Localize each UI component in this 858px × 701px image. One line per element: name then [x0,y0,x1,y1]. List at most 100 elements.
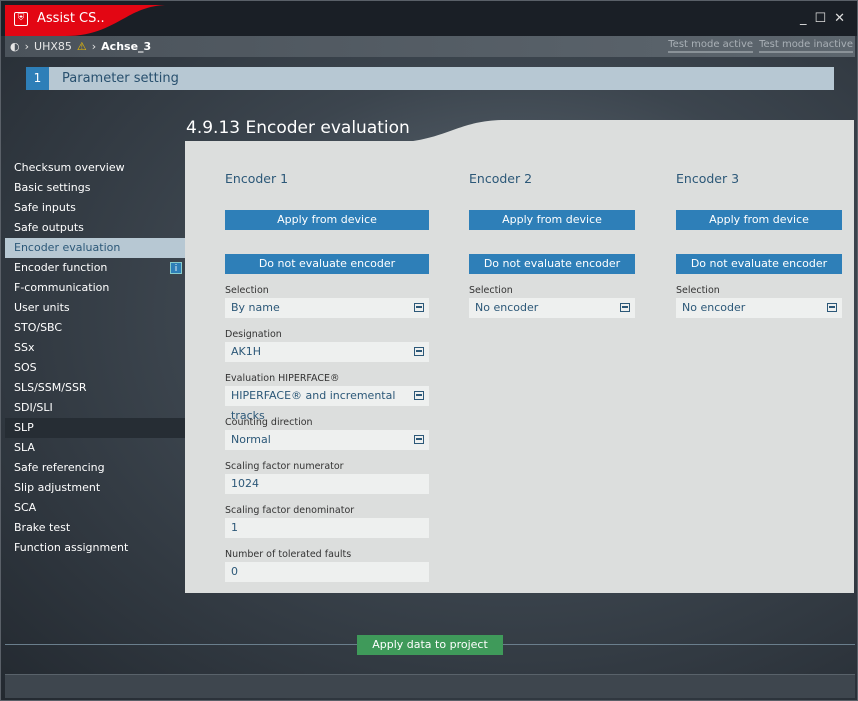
sidebar-item-label: Brake test [14,521,71,534]
status-bar [5,674,855,698]
encoder-title: Encoder 1 [225,171,289,186]
sidebar-item[interactable]: Function assignment [5,538,185,558]
breadcrumb-axis[interactable]: Achse_3 [101,40,152,53]
sidebar-item[interactable]: Encoder evaluation [5,238,185,258]
sidebar-item-label: Basic settings [14,181,91,194]
sidebar-item-label: Encoder evaluation [14,241,121,254]
field-label: Designation [225,329,282,340]
sidebar-item[interactable]: Brake test [5,518,185,538]
field-value: 1 [231,521,238,534]
minimize-button[interactable]: _ [799,11,807,26]
page-title: 4.9.13 Encoder evaluation [186,118,410,138]
sidebar-item[interactable]: Safe referencing [5,458,185,478]
sidebar-item[interactable]: Safe outputs [5,218,185,238]
step-label: Parameter setting [62,71,179,86]
do-not-evaluate-encoder-button[interactable]: Do not evaluate encoder [225,254,429,274]
sidebar-item[interactable]: Encoder function i [5,258,185,278]
sidebar-item[interactable]: Checksum overview [5,158,185,178]
sidebar-item[interactable]: Slip adjustment [5,478,185,498]
field-label: Selection [225,285,269,296]
field-scaling-factor-numerator[interactable]: 1024 [225,474,429,494]
sidebar-item-label: SLA [14,441,35,454]
sidebar-item-label: Safe outputs [14,221,84,234]
sidebar-item-label: SCA [14,501,37,514]
sidebar-item-label: SDI/SLI [14,401,53,414]
dropdown-list-icon[interactable] [827,303,837,312]
field-label: Scaling factor denominator [225,505,355,516]
field-selection[interactable]: No encoder [469,298,635,318]
app-title: Assist CS.. [37,11,105,26]
field-value: HIPERFACE® and incremental tracks [231,389,396,422]
field-value: 0 [231,565,238,578]
step-number: 1 [26,67,49,90]
field-value: 1024 [231,477,259,490]
warning-icon: ⚠ [76,40,87,53]
sidebar-item[interactable]: SOS [5,358,185,378]
sidebar-item[interactable]: SDI/SLI [5,398,185,418]
apply-from-device-button[interactable]: Apply from device [676,210,842,230]
sidebar-item-label: F-communication [14,281,110,294]
maximize-button[interactable]: ☐ [814,11,827,26]
sidebar-item-label: STO/SBC [14,321,63,334]
dropdown-list-icon[interactable] [414,435,424,444]
encoder-title: Encoder 2 [469,171,533,186]
dropdown-list-icon[interactable] [414,391,424,400]
dropdown-list-icon[interactable] [414,347,424,356]
step-header[interactable]: 1 Parameter setting [26,67,834,90]
sidebar-item-label: Checksum overview [14,161,125,174]
sidebar-item[interactable]: Safe inputs [5,198,185,218]
dropdown-list-icon[interactable] [620,303,630,312]
sidebar-item[interactable]: SCA [5,498,185,518]
info-icon[interactable]: i [170,262,182,274]
sidebar-item[interactable]: STO/SBC [5,318,185,338]
sidebar-item-label: SLP [14,421,34,434]
breadcrumb-device[interactable]: UHX85 [34,40,72,53]
chevron-right-icon: › [24,40,30,53]
sidebar-nav: Checksum overview Basic settings Safe inpu… [5,158,185,558]
field-designation[interactable]: AK1H [225,342,429,362]
test-mode-inactive-tab[interactable]: Test mode inactive [759,39,853,53]
sidebar-item-label: Slip adjustment [14,481,101,494]
apply-from-device-button[interactable]: Apply from device [225,210,429,230]
apply-data-to-project-button[interactable]: Apply data to project [357,635,503,655]
field-label: Selection [676,285,720,296]
title-bar: ⛨ Assist CS.. _ ☐ ✕ [1,1,857,36]
dropdown-list-icon[interactable] [414,303,424,312]
test-mode-active-tab[interactable]: Test mode active [668,39,754,53]
field-selection[interactable]: By name [225,298,429,318]
field-scaling-factor-denominator[interactable]: 1 [225,518,429,538]
apply-from-device-button[interactable]: Apply from device [469,210,635,230]
field-value: No encoder [475,301,539,314]
do-not-evaluate-encoder-button[interactable]: Do not evaluate encoder [676,254,842,274]
sidebar-item-label: Function assignment [14,541,129,554]
field-value: By name [231,301,280,314]
sidebar-item[interactable]: User units [5,298,185,318]
breadcrumb: ◐ › UHX85 ⚠ › Achse_3 [5,36,855,57]
sidebar-item[interactable]: SLP [5,418,185,438]
globe-icon[interactable]: ◐ [10,40,20,53]
field-label: Evaluation HIPERFACE® [225,373,340,384]
sidebar-item[interactable]: Basic settings [5,178,185,198]
sidebar-item[interactable]: SLS/SSM/SSR [5,378,185,398]
sidebar-item[interactable]: SSx [5,338,185,358]
close-button[interactable]: ✕ [834,11,845,26]
brand-tab [5,5,165,36]
sidebar-item[interactable]: SLA [5,438,185,458]
field-number-of-tolerated-faults[interactable]: 0 [225,562,429,582]
sidebar-item-label: Encoder function [14,261,108,274]
field-value: No encoder [682,301,746,314]
panel-curve [185,120,854,143]
shield-logo-icon: ⛨ [14,12,28,26]
sidebar-item[interactable]: F-communication [5,278,185,298]
do-not-evaluate-encoder-button[interactable]: Do not evaluate encoder [469,254,635,274]
field-value: Normal [231,433,271,446]
sidebar-item-label: SSx [14,341,35,354]
sidebar-item-label: SOS [14,361,37,374]
field-value: AK1H [231,345,262,358]
field-label: Number of tolerated faults [225,549,352,560]
field-evaluation-hiperface-[interactable]: HIPERFACE® and incremental tracks [225,386,429,422]
field-selection[interactable]: No encoder [676,298,842,318]
field-counting-direction[interactable]: Normal [225,430,429,450]
chevron-right-icon: › [91,40,97,53]
